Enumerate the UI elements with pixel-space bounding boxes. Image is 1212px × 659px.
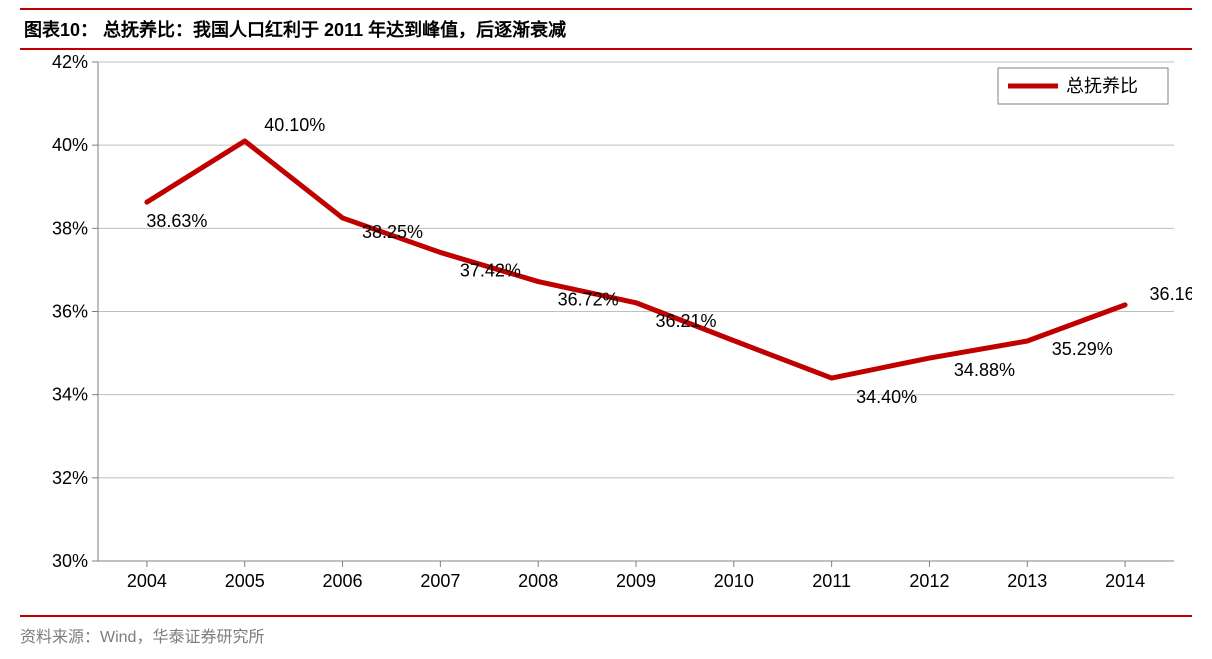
svg-text:2006: 2006 <box>323 571 363 591</box>
svg-text:2008: 2008 <box>518 571 558 591</box>
title-prefix: 图表10： <box>24 20 98 40</box>
title-main: 总抚养比：我国人口红利于 2011 年达到峰值，后逐渐衰减 <box>103 20 566 40</box>
source-text: 资料来源：Wind，华泰证券研究所 <box>20 629 264 646</box>
svg-text:2010: 2010 <box>714 571 754 591</box>
svg-text:2009: 2009 <box>616 571 656 591</box>
svg-text:36.72%: 36.72% <box>558 290 619 310</box>
title-bar: 图表10： 总抚养比：我国人口红利于 2011 年达到峰值，后逐渐衰减 <box>20 8 1192 50</box>
figure-title: 图表10： 总抚养比：我国人口红利于 2011 年达到峰值，后逐渐衰减 <box>24 20 566 40</box>
svg-text:30%: 30% <box>52 551 88 571</box>
svg-text:2004: 2004 <box>127 571 167 591</box>
svg-text:2005: 2005 <box>225 571 265 591</box>
line-chart-svg: 30% 32% 34% 36% 38% 40% 42% 2004 2005 2006 2007 200… <box>20 52 1192 611</box>
svg-text:2011: 2011 <box>812 571 851 591</box>
svg-text:35.29%: 35.29% <box>1052 339 1113 359</box>
svg-text:38.25%: 38.25% <box>362 222 423 242</box>
svg-text:37.42%: 37.42% <box>460 260 521 280</box>
svg-text:36.16%: 36.16% <box>1150 284 1192 304</box>
svg-text:38.63%: 38.63% <box>146 211 207 231</box>
chart-area: 30% 32% 34% 36% 38% 40% 42% 2004 2005 2006 2007 200… <box>20 52 1192 611</box>
svg-text:34%: 34% <box>52 385 88 405</box>
svg-text:34.40%: 34.40% <box>856 387 917 407</box>
svg-text:42%: 42% <box>52 52 88 72</box>
svg-text:2007: 2007 <box>420 571 460 591</box>
svg-text:36%: 36% <box>52 302 88 322</box>
svg-text:2012: 2012 <box>909 571 949 591</box>
figure-container: 图表10： 总抚养比：我国人口红利于 2011 年达到峰值，后逐渐衰减 30%3… <box>0 0 1212 659</box>
svg-text:38%: 38% <box>52 218 88 238</box>
svg-text:40%: 40% <box>52 135 88 155</box>
svg-text:2013: 2013 <box>1007 571 1047 591</box>
svg-text:32%: 32% <box>52 468 88 488</box>
svg-text:36.21%: 36.21% <box>655 311 716 331</box>
svg-text:40.10%: 40.10% <box>264 115 325 135</box>
svg-text:2014: 2014 <box>1105 571 1145 591</box>
svg-text:总抚养比: 总抚养比 <box>1066 76 1138 96</box>
svg-text:34.88%: 34.88% <box>954 360 1015 380</box>
source-bar: 资料来源：Wind，华泰证券研究所 <box>20 615 1192 647</box>
